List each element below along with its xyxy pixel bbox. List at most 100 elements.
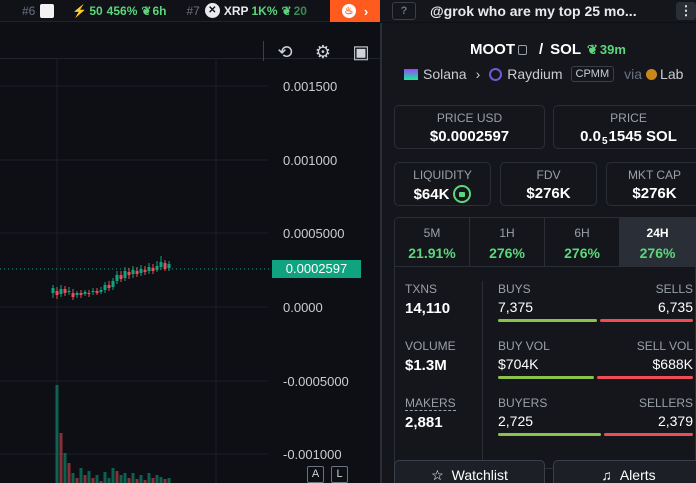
candle-body [111,281,115,287]
mktcap-box: MKT CAP $276K [606,162,696,206]
mktcap-label: MKT CAP [627,168,682,182]
buyers-sellers-bar [498,433,693,436]
sell-bar [600,319,693,322]
pair-age: 6h [152,3,167,18]
chat-prompt-text[interactable]: @grok who are my top 25 mo... [430,3,637,19]
ticker-item-boosted[interactable]: ⚡ 50 456% ❦ 6h [72,4,170,18]
candle-body [59,289,63,294]
sellers-label: SELLERS [638,396,693,410]
tab-label: 5M [423,226,441,240]
price-native-digits: 1545 SOL [608,128,677,145]
ticker-item-6[interactable]: #6 [22,3,55,18]
candle-body [91,291,95,292]
volume-value: $1.3M [405,357,447,374]
pair-header: MOOT / SOL ❦ 39m [470,41,626,58]
volume-bar [147,473,151,483]
trending-expand-button[interactable]: ♨ › [330,0,380,22]
pair-age: 20 [293,3,307,18]
lock-icon[interactable] [453,185,472,203]
volume-bar [167,478,171,483]
log-scale-button[interactable]: L [331,466,348,483]
quote-symbol: SOL [550,41,582,58]
help-icon[interactable]: ? [392,2,416,20]
volume-bar [59,433,63,483]
sellers-value: 2,379 [657,413,693,429]
gear-icon[interactable]: ⚙ [314,42,332,62]
y-tick-label: 0.0005000 [283,226,344,241]
buy-bar [498,319,597,322]
candle-body [95,291,99,293]
timeframe-tabs: 5M 21.91% 1H 276% 6H 276% 24H 276% [394,217,696,267]
candle-body [155,266,159,270]
volume-bar [155,475,159,483]
ticker-rank: #6 [22,3,36,18]
panel-divider[interactable] [380,23,382,483]
ticker-item-7[interactable]: #7 ✕ XRP 1K% ❦ 20 [186,3,307,18]
volume-label: VOLUME [405,339,456,353]
buyers-sellers-row: BUYERS SELLERS 2,725 2,379 [498,396,693,436]
tab-6h[interactable]: 6H 276% [545,218,621,266]
volume-bar [159,477,163,483]
candle-body [143,270,147,272]
tab-1h[interactable]: 1H 276% [470,218,546,266]
buyers-bar [498,433,601,436]
base-symbol: MOOT [470,41,515,58]
volume-bar [111,468,115,483]
tab-change: 276% [564,245,600,261]
price-native-label: PRICE [610,111,647,125]
bell-icon: ♫ [601,467,612,483]
buys-sells-bar [498,319,693,322]
copy-icon[interactable] [518,44,527,55]
fdv-label: FDV [536,168,561,182]
auto-scale-button[interactable]: A [307,466,324,483]
volume-bar [119,475,123,483]
camera-icon[interactable]: ▣ [352,42,370,62]
sell-vol-label: SELL VOL [636,339,693,353]
chevron-right-icon: › [475,66,481,82]
pair-info-panel: MOOT / SOL ❦ 39m Solana › Raydium CPMM v… [382,23,696,483]
tab-24h[interactable]: 24H 276% [620,218,695,266]
stats-divider [482,281,483,461]
volume-bar [498,376,693,379]
chain-name[interactable]: Solana [423,66,467,82]
tab-5m[interactable]: 5M 21.91% [395,218,471,266]
watchlist-button[interactable]: ☆ Watchlist [394,460,545,483]
alerts-button[interactable]: ♫ Alerts [553,460,696,483]
candle-body [147,267,151,271]
bolt-icon: ⚡ [72,3,88,18]
candle-body [151,268,155,271]
buy-vol-label: BUY VOL [498,339,550,353]
candle-body [135,271,139,274]
more-icon[interactable]: ⋮ [676,2,696,20]
fdv-value: $276K [526,185,571,202]
candle-body [119,275,123,279]
watchlist-label: Watchlist [451,467,508,483]
volume-bar [79,468,83,483]
candle-body [87,293,91,294]
makers-label[interactable]: MAKERS [405,396,456,411]
launchpad-name[interactable]: Lab [660,66,684,82]
candle-body [163,263,167,269]
mktcap-value: $276K [632,185,677,202]
buy-vol-bar [498,376,594,379]
candle-body [103,285,107,290]
sells-value: 6,735 [657,299,693,315]
volume-bar [91,478,95,483]
sellers-bar [604,433,693,436]
volume-bar [135,479,139,483]
tab-change: 276% [639,245,676,261]
current-price-label: 0.0002597 [272,260,361,278]
candle-body [67,291,71,292]
y-tick-label: 0.001000 [283,153,337,168]
price-chart[interactable]: ⟲ ⚙ ▣ 0.001500 0.001000 0.0005000 0.0000 -0.… [0,23,380,483]
volume-bar [63,453,67,483]
dex-name[interactable]: Raydium [507,66,563,82]
seedling-icon: ❦ [587,41,598,57]
tab-label: 1H [499,226,515,240]
volume-bar [67,463,71,483]
seedling-icon: ❦ [281,3,292,18]
replay-icon[interactable]: ⟲ [277,42,293,62]
volume-bar [103,472,107,483]
volume-bar [75,478,79,483]
candle-body [167,264,171,268]
